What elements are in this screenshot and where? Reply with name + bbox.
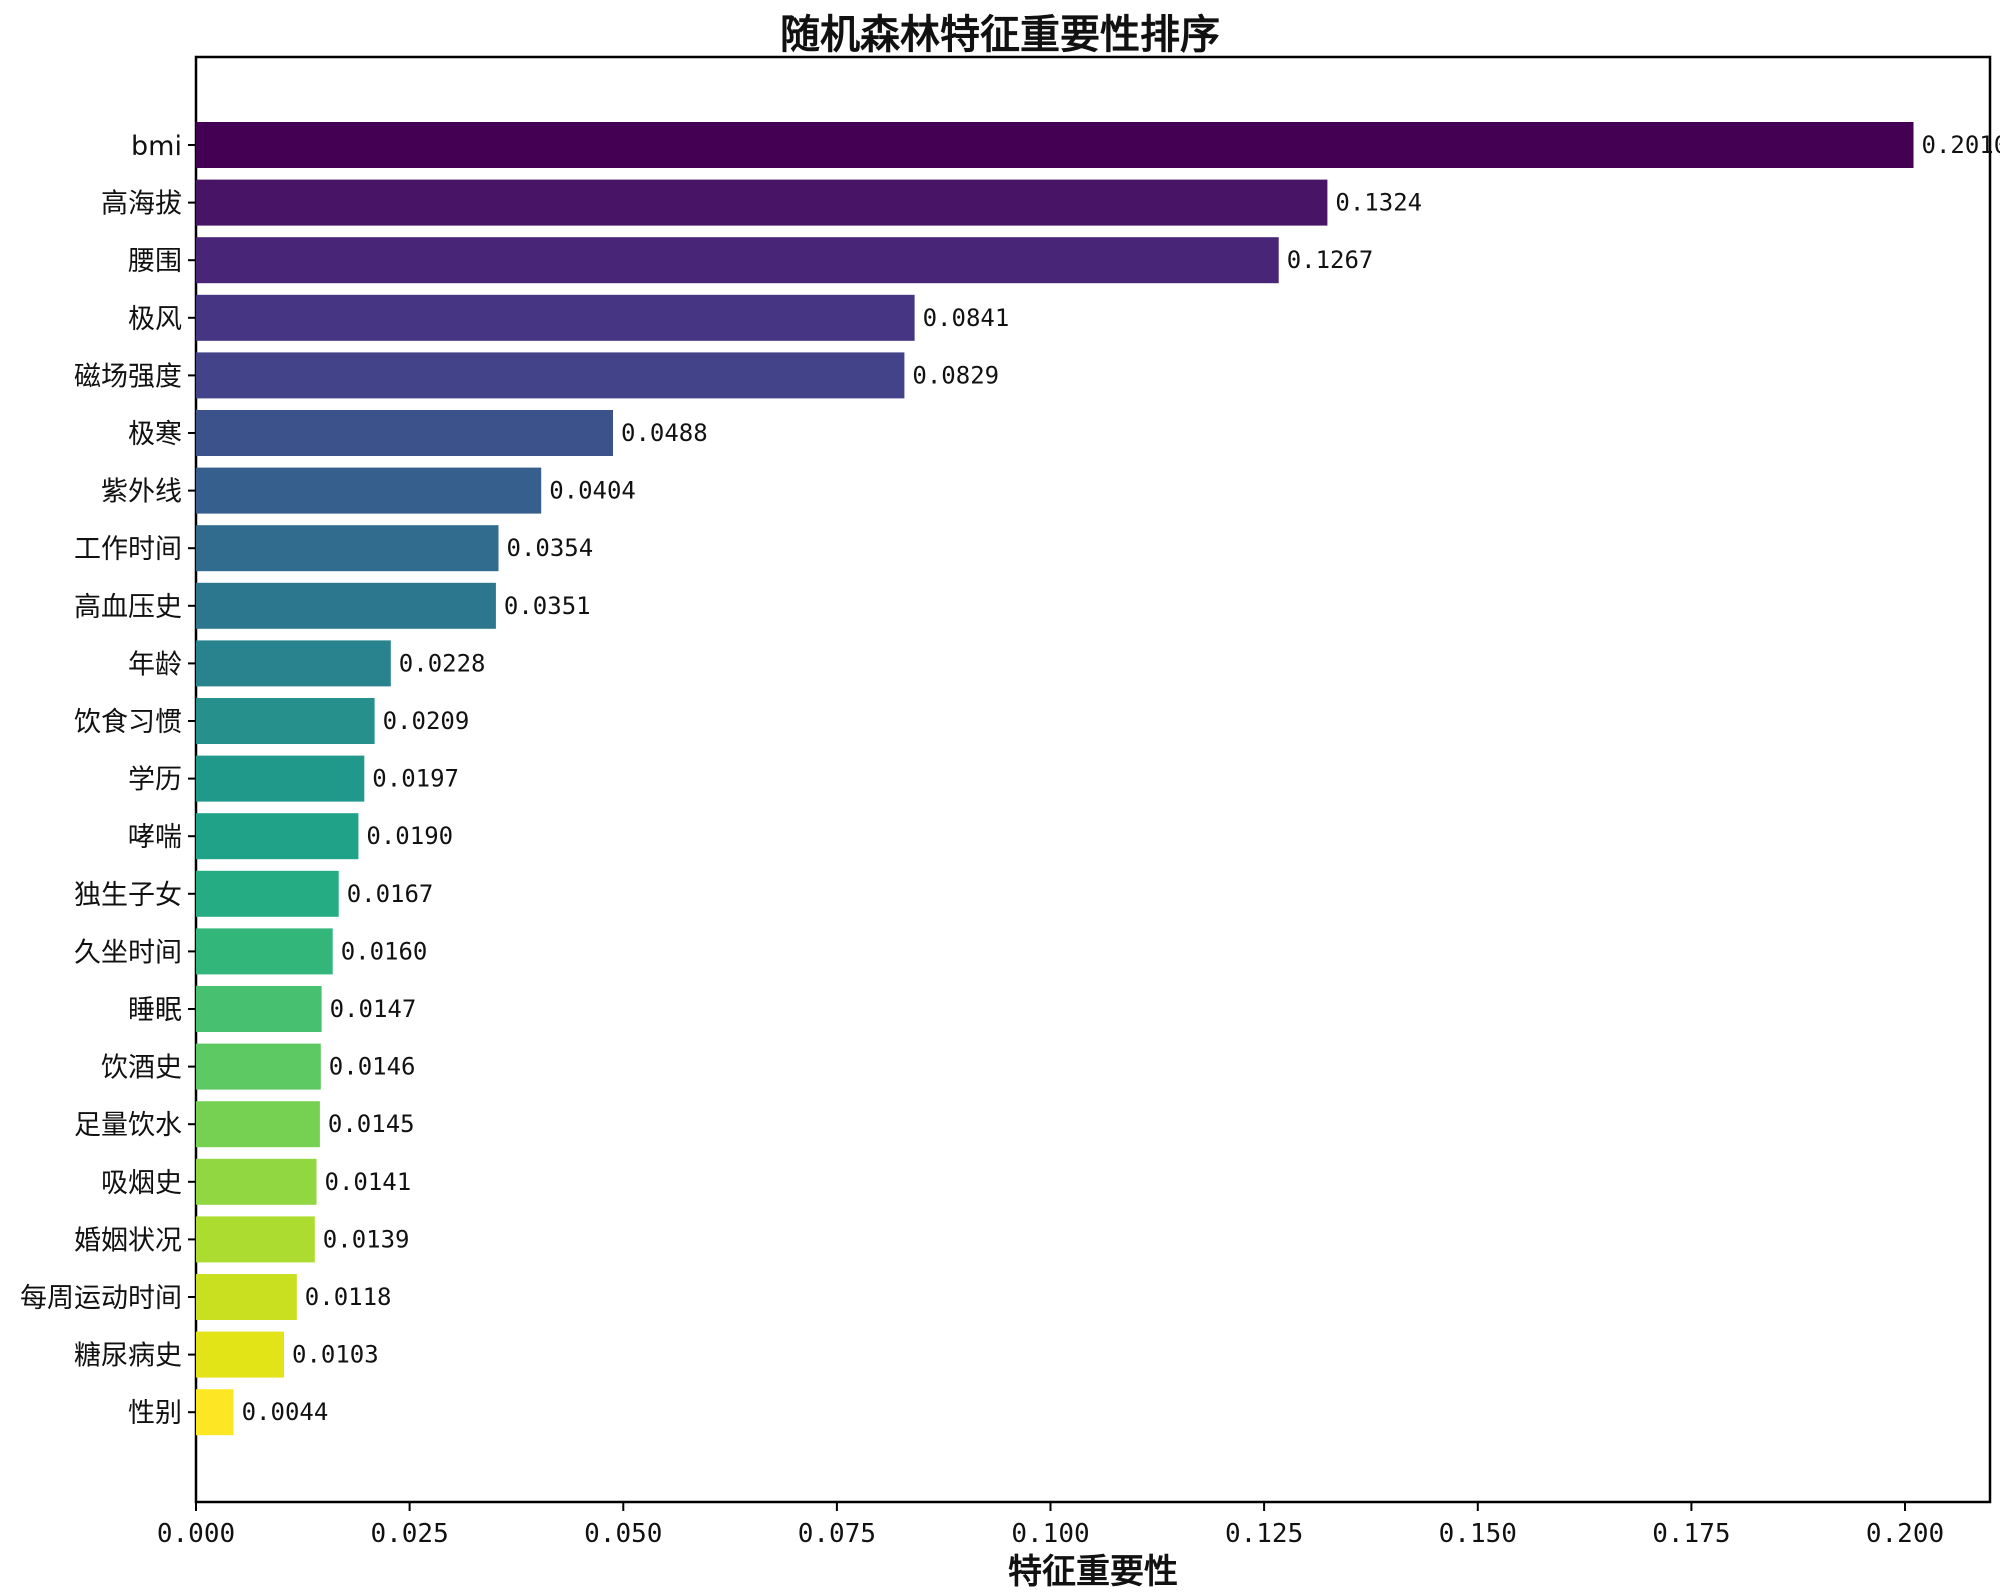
bar	[196, 1101, 320, 1148]
category-label: 饮食习惯	[74, 707, 182, 738]
category-label: 学历	[128, 765, 182, 796]
x-axis-title: 特征重要性	[1008, 1552, 1178, 1592]
value-label: 0.0404	[549, 477, 636, 505]
category-label: 糖尿病史	[74, 1341, 182, 1372]
bar	[196, 870, 339, 917]
category-label: 极寒	[128, 419, 182, 450]
bar	[196, 1274, 297, 1320]
category-label: 吸烟史	[101, 1168, 182, 1199]
category-label: 年龄	[128, 649, 182, 680]
bar	[196, 179, 1328, 226]
category-label: 高海拔	[101, 189, 182, 220]
chart-title: 随机森林特征重要性排序	[780, 12, 1220, 58]
x-tick-label: 0.200	[1866, 1519, 1944, 1549]
value-label: 0.0488	[621, 419, 708, 447]
value-label: 0.0146	[329, 1053, 416, 1081]
bar	[196, 640, 391, 687]
value-label: 0.0829	[912, 361, 999, 389]
x-tick-label: 0.100	[1011, 1519, 1089, 1549]
category-label: 腰围	[128, 246, 182, 277]
bar	[196, 813, 359, 860]
bar	[196, 237, 1279, 284]
bar	[196, 1331, 284, 1378]
bar	[196, 525, 499, 572]
value-label: 0.0354	[507, 534, 594, 562]
value-label: 0.0103	[292, 1341, 379, 1369]
category-label: 极风	[128, 304, 182, 335]
bar	[196, 582, 496, 629]
category-label: 独生子女	[74, 880, 182, 911]
value-label: 0.1267	[1287, 246, 1374, 274]
value-label: 0.0209	[383, 707, 470, 735]
bar	[196, 122, 1914, 168]
category-label: 婚姻状况	[74, 1225, 182, 1256]
bars-layer: 0.2010 0.1324 0.1267 0.0841 0.0829 0.0488 0.04…	[196, 122, 2000, 1436]
category-label: 工作时间	[74, 534, 182, 565]
x-tick-label: 0.150	[1439, 1519, 1517, 1549]
y-axis: bmi 高海拔腰围极风磁场强度极寒紫外线工作时间高血压史年龄饮食习惯学历哮喘独生子…	[20, 131, 196, 1429]
bar	[196, 986, 322, 1032]
bar	[196, 467, 542, 514]
value-label: 0.0145	[328, 1110, 415, 1138]
category-label: bmi	[131, 131, 182, 162]
bar	[196, 1389, 234, 1436]
category-label: 久坐时间	[74, 937, 182, 968]
bar	[196, 352, 905, 399]
value-label: 0.0228	[399, 649, 486, 677]
category-label: 每周运动时间	[20, 1283, 182, 1314]
value-label: 0.0044	[242, 1398, 329, 1426]
category-label: 饮酒史	[101, 1053, 182, 1084]
value-label: 0.0141	[325, 1168, 412, 1196]
value-label: 0.0167	[347, 880, 434, 908]
bar	[196, 294, 915, 341]
value-label: 0.0139	[323, 1225, 410, 1253]
x-tick-label: 0.025	[370, 1519, 448, 1549]
x-tick-label: 0.125	[1225, 1519, 1303, 1549]
value-label: 0.0841	[923, 304, 1010, 332]
category-label: 紫外线	[101, 477, 182, 508]
bar	[196, 755, 365, 802]
category-label: 磁场强度	[74, 361, 182, 392]
category-label: 性别	[128, 1398, 182, 1429]
value-label: 0.0197	[372, 765, 459, 793]
category-label: 睡眠	[128, 995, 182, 1026]
x-tick-label: 0.050	[584, 1519, 662, 1549]
value-label: 0.0190	[366, 822, 453, 850]
category-label: 足量饮水	[74, 1110, 182, 1141]
bar	[196, 928, 333, 975]
bar	[196, 1216, 315, 1263]
value-label: 0.0351	[504, 592, 591, 620]
category-label: 哮喘	[128, 822, 182, 853]
bar	[196, 410, 613, 456]
value-label: 0.0160	[341, 937, 428, 965]
category-label: 高血压史	[74, 592, 182, 623]
x-tick-label: 0.075	[798, 1519, 876, 1549]
x-axis: 0.000 0.025 0.050 0.075 0.100 0.125 0.150 0.175…	[157, 1502, 1944, 1549]
value-label: 0.0118	[305, 1283, 392, 1311]
x-tick-label: 0.175	[1652, 1519, 1730, 1549]
value-label: 0.1324	[1335, 189, 1422, 217]
bar	[196, 1158, 317, 1205]
x-tick-label: 0.000	[157, 1519, 235, 1549]
value-label: 0.0147	[330, 995, 417, 1023]
bar	[196, 698, 375, 744]
bar	[196, 1043, 321, 1090]
value-label: 0.2010	[1922, 131, 2000, 159]
